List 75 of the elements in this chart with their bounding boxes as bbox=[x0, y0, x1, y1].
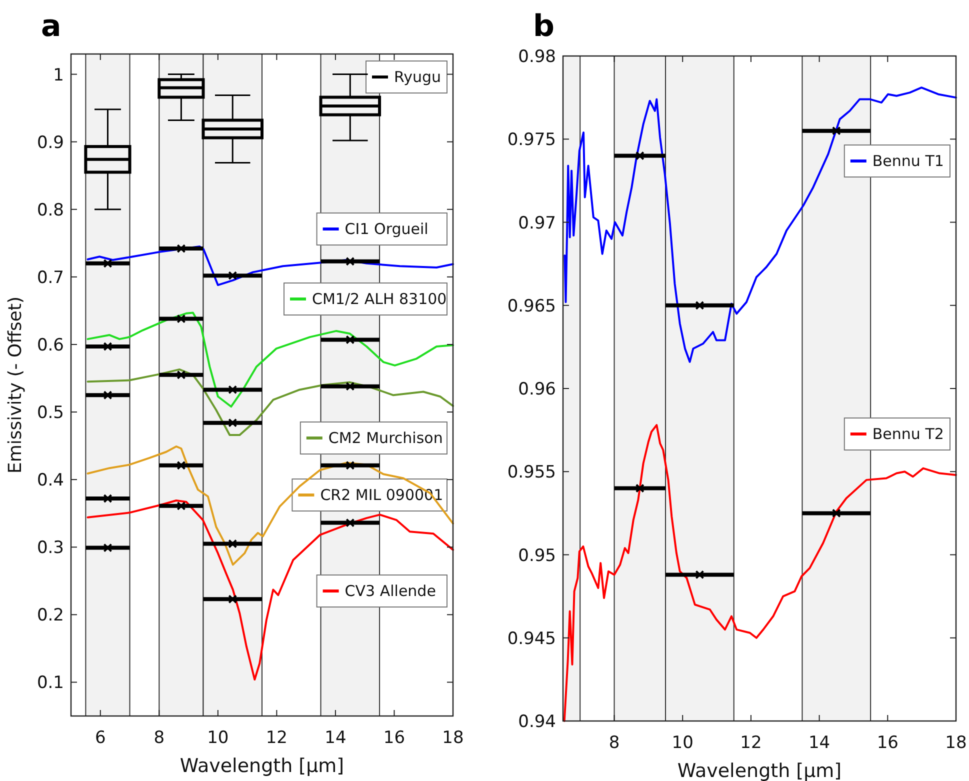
point bbox=[346, 460, 355, 470]
point bbox=[346, 382, 355, 391]
legend-label: CI1 Orgueil bbox=[344, 220, 428, 238]
point bbox=[832, 508, 841, 518]
point bbox=[228, 594, 238, 604]
y-tick-label: 0.8 bbox=[36, 200, 64, 220]
point bbox=[103, 258, 112, 268]
point bbox=[228, 418, 238, 428]
point bbox=[176, 314, 186, 324]
line-series bbox=[86, 312, 454, 408]
point bbox=[176, 501, 186, 510]
y-axis-title: Emissivity (- Offset) bbox=[5, 296, 26, 474]
y-tick-label: 0.7 bbox=[36, 268, 64, 288]
x-axis-title: Wavelength [μm] bbox=[677, 760, 842, 781]
y-tick-label: 0.94 bbox=[518, 712, 556, 732]
x-axis-title: Wavelength [μm] bbox=[180, 755, 344, 777]
point bbox=[695, 570, 704, 580]
legend-label: Bennu T1 bbox=[872, 152, 944, 170]
y-tick-label: 0.4 bbox=[36, 470, 64, 491]
x-tick-label: 10 bbox=[672, 733, 694, 753]
point bbox=[103, 494, 112, 503]
point bbox=[228, 271, 238, 280]
line-series bbox=[86, 500, 454, 681]
y-tick-label: 1 bbox=[53, 65, 64, 86]
chart-title: b bbox=[533, 9, 554, 44]
point bbox=[228, 385, 238, 394]
line-series bbox=[86, 445, 454, 566]
y-tick-label: 0.975 bbox=[507, 130, 556, 150]
legend-label: Ryugu bbox=[394, 68, 442, 86]
point bbox=[103, 543, 112, 552]
y-tick-label: 0.955 bbox=[507, 462, 556, 483]
point bbox=[176, 244, 186, 254]
x-tick-label: 12 bbox=[266, 728, 288, 748]
y-tick-label: 0.1 bbox=[36, 673, 64, 694]
line-series bbox=[563, 424, 957, 722]
x-tick-label: 14 bbox=[324, 728, 346, 748]
y-tick-label: 0.965 bbox=[507, 296, 556, 316]
y-tick-label: 0.97 bbox=[518, 213, 556, 234]
x-tick-label: 10 bbox=[207, 728, 229, 748]
point bbox=[346, 335, 355, 344]
y-tick-label: 0.5 bbox=[36, 403, 64, 424]
point bbox=[832, 126, 841, 136]
y-tick-label: 0.2 bbox=[36, 606, 64, 626]
legend-label: CV3 Allende bbox=[344, 582, 436, 600]
line-series bbox=[564, 86, 957, 363]
point bbox=[103, 390, 112, 400]
x-tick-label: 6 bbox=[94, 728, 106, 748]
x-tick-label: 14 bbox=[808, 733, 830, 753]
x-tick-label: 16 bbox=[383, 728, 406, 748]
x-tick-label: 8 bbox=[608, 733, 620, 753]
point bbox=[176, 460, 186, 470]
point bbox=[228, 539, 238, 548]
point bbox=[695, 300, 704, 310]
legend-label: Bennu T2 bbox=[872, 425, 944, 443]
chart-title: a bbox=[41, 9, 62, 44]
legend-label: CM2 Murchison bbox=[328, 429, 443, 447]
point bbox=[635, 484, 644, 493]
point bbox=[346, 256, 355, 266]
y-tick-label: 0.98 bbox=[518, 47, 556, 67]
point bbox=[346, 518, 355, 528]
y-tick-label: 0.9 bbox=[36, 132, 64, 153]
y-tick-label: 0.3 bbox=[36, 538, 64, 558]
point bbox=[635, 151, 644, 160]
point bbox=[176, 370, 186, 380]
x-tick-label: 12 bbox=[740, 733, 762, 753]
x-tick-label: 8 bbox=[154, 728, 165, 748]
y-tick-label: 0.95 bbox=[518, 546, 556, 566]
x-tick-label: 18 bbox=[442, 728, 464, 748]
y-tick-label: 0.945 bbox=[507, 628, 556, 649]
legend-label: CM1/2 ALH 83100 bbox=[312, 290, 447, 308]
x-tick-label: 18 bbox=[945, 733, 967, 753]
x-tick-label: 16 bbox=[876, 733, 898, 753]
point bbox=[103, 342, 112, 351]
y-tick-label: 0.6 bbox=[36, 335, 64, 356]
y-tick-label: 0.96 bbox=[518, 380, 556, 400]
